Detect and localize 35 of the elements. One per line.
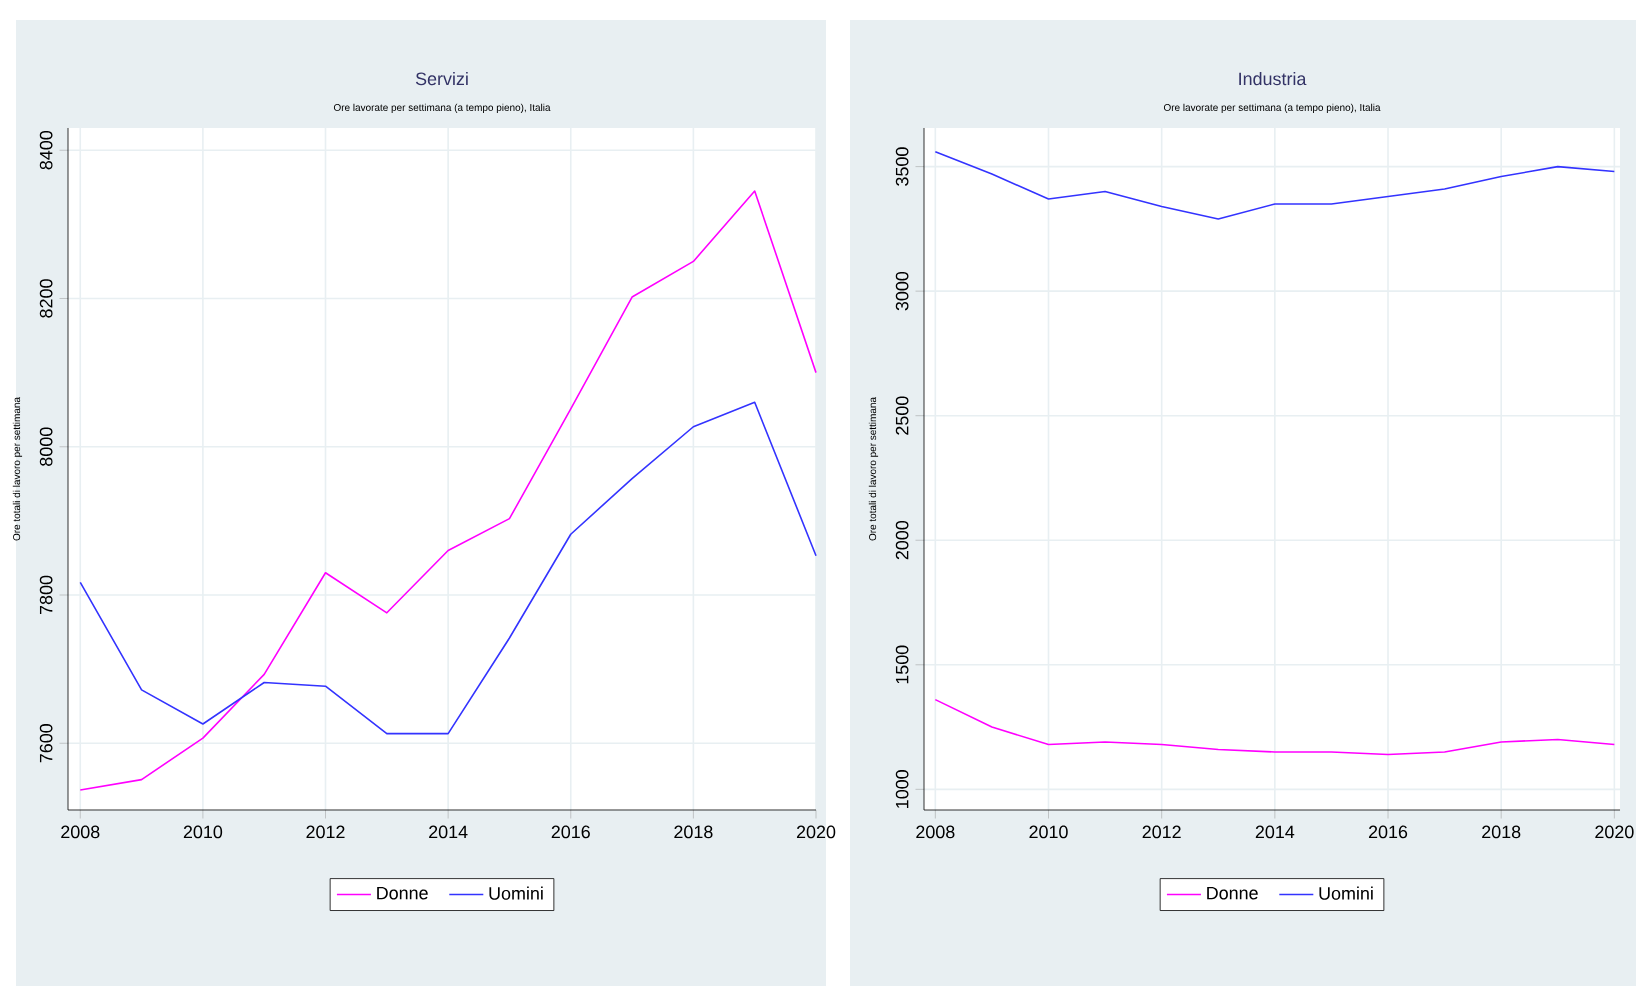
y-tick-label: 2500: [895, 396, 909, 435]
x-tick-label: 2016: [1368, 825, 1408, 839]
chart-title: Industria: [1239, 72, 1307, 86]
x-tick-label: 2012: [306, 825, 345, 839]
line-series: [934, 698, 1616, 756]
y-tick-label: 3000: [895, 271, 909, 311]
x-tick-label: 2010: [1029, 825, 1068, 839]
y-tick-label: 3500: [895, 147, 909, 186]
y-tick-label: 1500: [895, 645, 909, 684]
legend-label: Donne: [377, 886, 428, 900]
x-tick-label: 2012: [1142, 825, 1181, 839]
y-tick-label: 7800: [39, 575, 53, 615]
chart-title: Servizi: [415, 72, 468, 86]
legend-label: Donne: [1207, 886, 1258, 900]
x-tick-label: 2018: [1482, 825, 1521, 839]
legend-label: Uomini: [1319, 886, 1373, 900]
x-tick-label: 2018: [674, 825, 713, 839]
line-series: [79, 190, 817, 791]
y-tick-label: 1000: [895, 770, 909, 808]
y-tick-label: 7600: [39, 724, 53, 763]
y-tick-label: 2000: [895, 520, 909, 560]
legend-label: Uomini: [489, 886, 543, 900]
x-tick-label: 2020: [1595, 825, 1634, 839]
x-tick-label: 2008: [916, 825, 955, 839]
x-tick-label: 2014: [1255, 825, 1295, 839]
line-series: [934, 150, 1616, 220]
x-tick-label: 2014: [429, 825, 468, 839]
y-tick-label: 8400: [39, 130, 53, 170]
y-tick-label: 8200: [39, 279, 53, 318]
x-tick-label: 2020: [796, 825, 836, 839]
x-tick-label: 2008: [61, 825, 100, 839]
x-tick-label: 2010: [183, 825, 223, 839]
x-tick-label: 2016: [551, 825, 590, 839]
line-series: [79, 401, 817, 735]
y-tick-label: 8000: [39, 427, 53, 466]
